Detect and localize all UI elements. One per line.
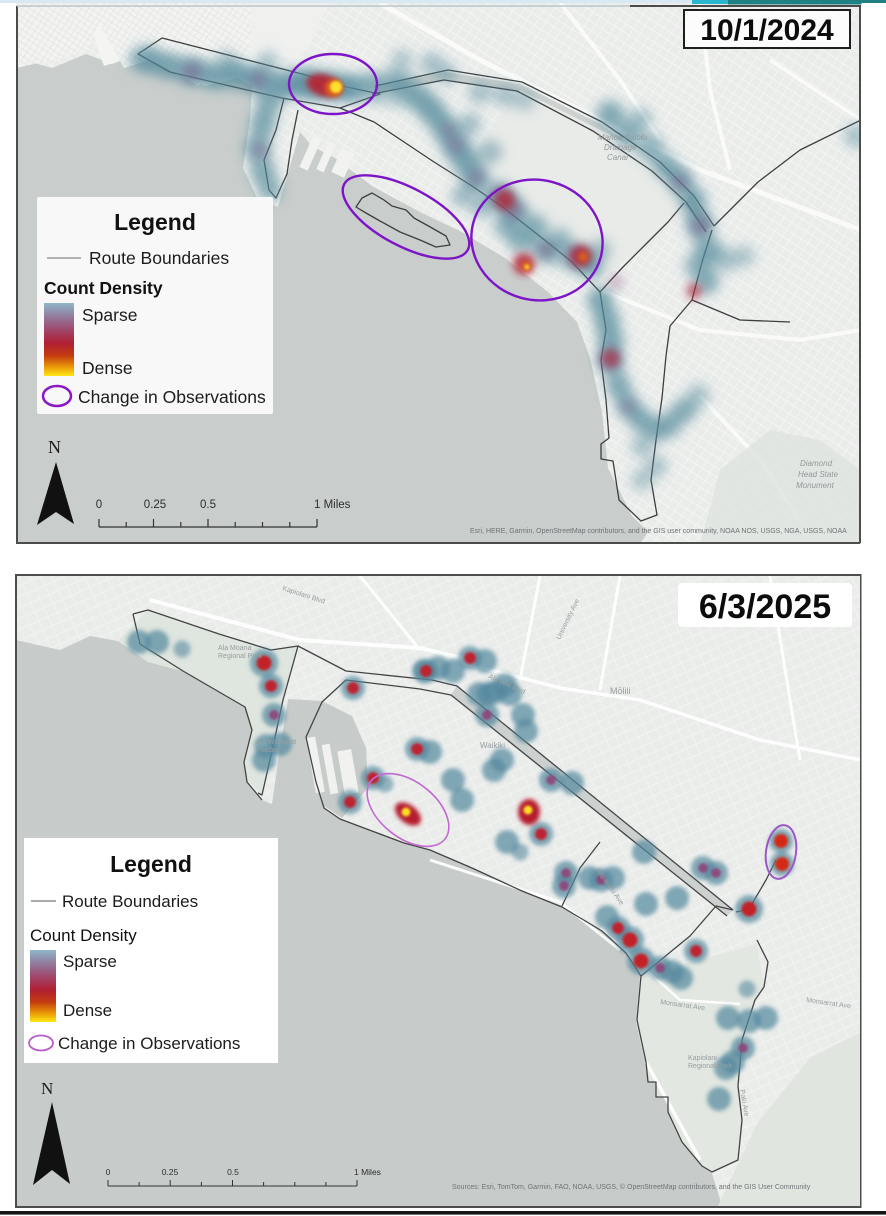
svg-text:Monument: Monument: [796, 481, 835, 490]
svg-text:6/3/2025: 6/3/2025: [699, 588, 831, 626]
svg-text:Head State: Head State: [798, 470, 839, 479]
svg-text:Dense: Dense: [63, 1001, 112, 1020]
svg-text:0: 0: [106, 1167, 111, 1177]
svg-text:Ala Wai Boat: Ala Wai Boat: [256, 739, 296, 746]
svg-text:Diamond: Diamond: [800, 459, 833, 468]
svg-text:Dense: Dense: [82, 358, 133, 378]
svg-text:1 Miles: 1 Miles: [314, 499, 351, 511]
svg-text:Legend: Legend: [114, 209, 196, 235]
svg-text:0.5: 0.5: [200, 499, 216, 511]
svg-text:N: N: [48, 437, 61, 457]
svg-text:Route Boundaries: Route Boundaries: [62, 892, 198, 911]
svg-text:0: 0: [96, 499, 102, 511]
svg-text:Sources: Esri, TomTom, Garmin,: Sources: Esri, TomTom, Garmin, FAO, NOAA…: [452, 1183, 811, 1191]
svg-text:0.25: 0.25: [144, 499, 166, 511]
svg-text:Kapiolani: Kapiolani: [688, 1055, 717, 1062]
svg-text:Ala Moana: Ala Moana: [218, 645, 252, 652]
svg-text:Manoa Palolo: Manoa Palolo: [598, 133, 647, 142]
svg-text:Change in Observations: Change in Observations: [78, 387, 266, 407]
svg-text:Sparse: Sparse: [82, 305, 137, 325]
svg-text:0.25: 0.25: [162, 1167, 179, 1177]
svg-text:Drainage: Drainage: [604, 143, 637, 152]
svg-text:Regional Park: Regional Park: [218, 653, 262, 660]
svg-text:10/1/2024: 10/1/2024: [700, 14, 834, 47]
svg-text:Legend: Legend: [110, 851, 192, 877]
svg-text:0.5: 0.5: [227, 1167, 239, 1177]
svg-text:Waikiki: Waikiki: [480, 741, 505, 750]
svg-text:Esri, HERE, Garmin, OpenStreet: Esri, HERE, Garmin, OpenStreetMap contri…: [470, 528, 847, 535]
svg-text:Regional Park: Regional Park: [688, 1063, 732, 1070]
svg-text:Route Boundaries: Route Boundaries: [89, 248, 229, 268]
svg-text:Harbor: Harbor: [258, 747, 280, 754]
svg-text:Mōlili: Mōlili: [610, 686, 631, 696]
svg-text:Paki Ave: Paki Ave: [738, 1089, 750, 1117]
svg-text:1 Miles: 1 Miles: [354, 1167, 381, 1177]
svg-text:Change in Observations: Change in Observations: [58, 1034, 240, 1053]
svg-text:Canal: Canal: [607, 153, 628, 162]
svg-text:Sparse: Sparse: [63, 952, 117, 971]
svg-text:N: N: [41, 1079, 53, 1098]
svg-text:Count Density: Count Density: [44, 278, 163, 298]
svg-text:Count Density: Count Density: [30, 926, 137, 945]
